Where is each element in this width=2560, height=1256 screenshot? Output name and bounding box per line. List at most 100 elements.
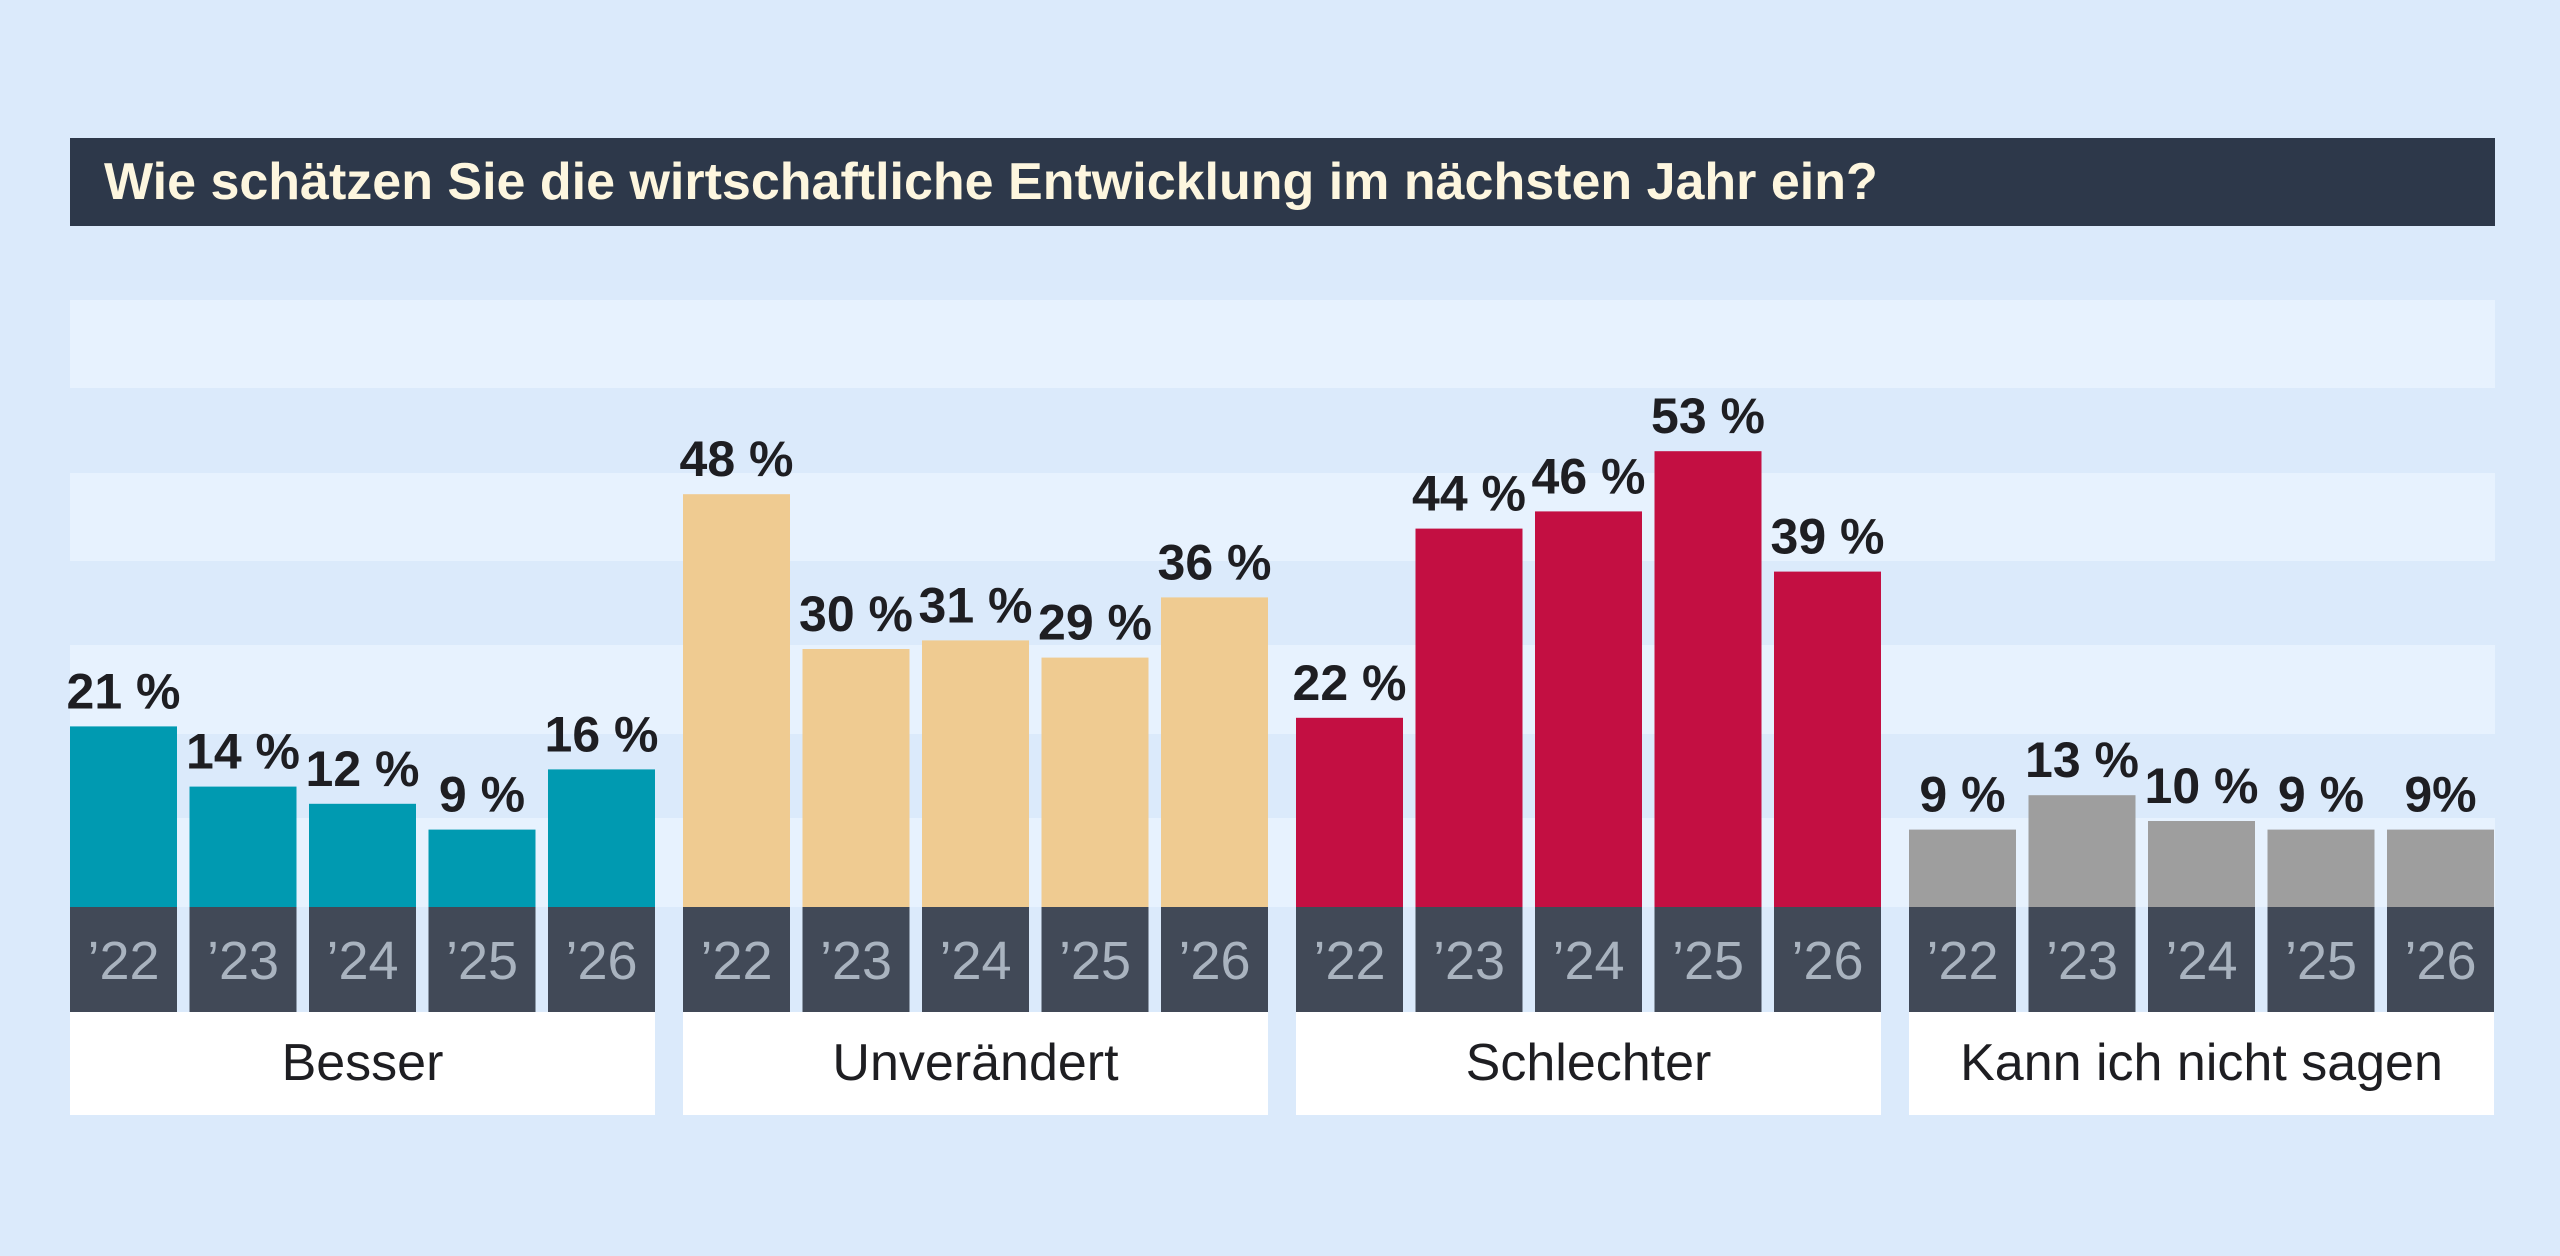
value-label: 14 % <box>186 724 300 780</box>
year-label: ’26 <box>1178 931 1250 991</box>
year-box <box>922 907 1029 1012</box>
year-box <box>309 907 416 1012</box>
year-box <box>1535 907 1642 1012</box>
year-label: ’23 <box>820 931 892 991</box>
value-label: 10 % <box>2145 758 2259 814</box>
year-box <box>1415 907 1523 1012</box>
bar-group: 22 % ’22 44 % ’23 46 % ’24 53 % ’25 39 % ’26 Schle… <box>1293 388 1885 1115</box>
year-label: ’24 <box>326 931 398 991</box>
chart-title: Wie schätzen Sie die wirtschaftliche Ent… <box>104 153 1878 211</box>
value-label: 29 % <box>1038 595 1152 651</box>
value-label: 13 % <box>2025 732 2139 788</box>
year-label: ’25 <box>446 931 518 991</box>
year-label: ’25 <box>1059 931 1131 991</box>
bar-group: 21 % ’22 14 % ’23 12 % ’24 9 % ’25 16 % ’26 Besser <box>67 663 659 1115</box>
background-band <box>70 473 2495 561</box>
year-box <box>1909 907 2016 1012</box>
year-label: ’26 <box>1791 931 1863 991</box>
bar <box>1774 571 1881 907</box>
year-box <box>1041 907 1149 1012</box>
bar <box>1041 657 1149 907</box>
year-label: ’22 <box>87 931 159 991</box>
bar <box>548 769 655 907</box>
bar <box>1654 451 1762 907</box>
bar <box>1161 597 1268 907</box>
value-label: 44 % <box>1412 466 1526 522</box>
value-label: 46 % <box>1532 448 1646 504</box>
year-box <box>189 907 297 1012</box>
year-label: ’25 <box>2285 931 2357 991</box>
category-label: Unverändert <box>832 1034 1119 1092</box>
category-label: Schlechter <box>1466 1034 1712 1092</box>
category-box <box>683 1012 1268 1115</box>
year-box <box>1774 907 1881 1012</box>
value-label: 22 % <box>1293 655 1407 711</box>
bar <box>683 494 790 907</box>
value-label: 9 % <box>1919 767 2005 823</box>
year-box <box>2267 907 2375 1012</box>
value-label: 12 % <box>306 741 420 797</box>
bar <box>1909 829 2016 907</box>
year-label: ’26 <box>565 931 637 991</box>
value-label: 16 % <box>545 706 659 762</box>
bar <box>2028 795 2136 907</box>
value-label: 21 % <box>67 663 181 719</box>
value-label: 9 % <box>2278 767 2364 823</box>
year-label: ’22 <box>700 931 772 991</box>
bar <box>2387 829 2494 907</box>
bar <box>70 726 177 907</box>
value-label: 48 % <box>680 431 794 487</box>
year-box <box>70 907 177 1012</box>
value-label: 9% <box>2404 767 2476 823</box>
year-label: ’22 <box>1313 931 1385 991</box>
bar <box>1535 511 1642 907</box>
year-label: ’22 <box>1926 931 1998 991</box>
year-label: ’25 <box>1672 931 1744 991</box>
year-box <box>2148 907 2255 1012</box>
value-label: 31 % <box>919 577 1033 633</box>
bar <box>802 649 910 907</box>
category-box <box>70 1012 655 1115</box>
bar <box>922 640 1029 907</box>
value-label: 53 % <box>1651 388 1765 444</box>
year-box <box>683 907 790 1012</box>
category-label: Kann ich nicht sagen <box>1960 1034 2443 1092</box>
category-box <box>1296 1012 1881 1115</box>
year-box <box>548 907 655 1012</box>
value-label: 9 % <box>439 767 525 823</box>
year-label: ’23 <box>1433 931 1505 991</box>
year-label: ’23 <box>207 931 279 991</box>
chart-title-bar: Wie schätzen Sie die wirtschaftliche Ent… <box>70 138 2495 226</box>
year-box <box>1296 907 1403 1012</box>
value-label: 36 % <box>1158 534 1272 590</box>
bar <box>2267 829 2375 907</box>
background-band <box>70 300 2495 388</box>
category-box <box>1909 1012 2494 1115</box>
year-label: ’24 <box>2165 931 2237 991</box>
year-box <box>2028 907 2136 1012</box>
year-box <box>802 907 910 1012</box>
bar-group: 48 % ’22 30 % ’23 31 % ’24 29 % ’25 36 % ’26 Unver… <box>680 431 1272 1115</box>
year-label: ’24 <box>939 931 1011 991</box>
value-label: 39 % <box>1771 509 1885 565</box>
year-box <box>1654 907 1762 1012</box>
year-label: ’26 <box>2404 931 2476 991</box>
year-box <box>1161 907 1268 1012</box>
bar <box>1415 528 1523 907</box>
year-label: ’24 <box>1552 931 1624 991</box>
bar <box>2148 821 2255 907</box>
bar-groups: 21 % ’22 14 % ’23 12 % ’24 9 % ’25 16 % ’26 Besser… <box>67 388 2494 1115</box>
bar <box>428 829 536 907</box>
year-label: ’23 <box>2046 931 2118 991</box>
year-box <box>2387 907 2494 1012</box>
bar <box>309 803 416 907</box>
bar <box>189 786 297 907</box>
bar <box>1296 717 1403 907</box>
background-band <box>70 645 2495 734</box>
bar-group: 9 % ’22 13 % ’23 10 % ’24 9 % ’25 9% ’26 Kann ich … <box>1909 732 2494 1115</box>
year-box <box>428 907 536 1012</box>
value-label: 30 % <box>799 586 913 642</box>
category-label: Besser <box>282 1034 444 1092</box>
